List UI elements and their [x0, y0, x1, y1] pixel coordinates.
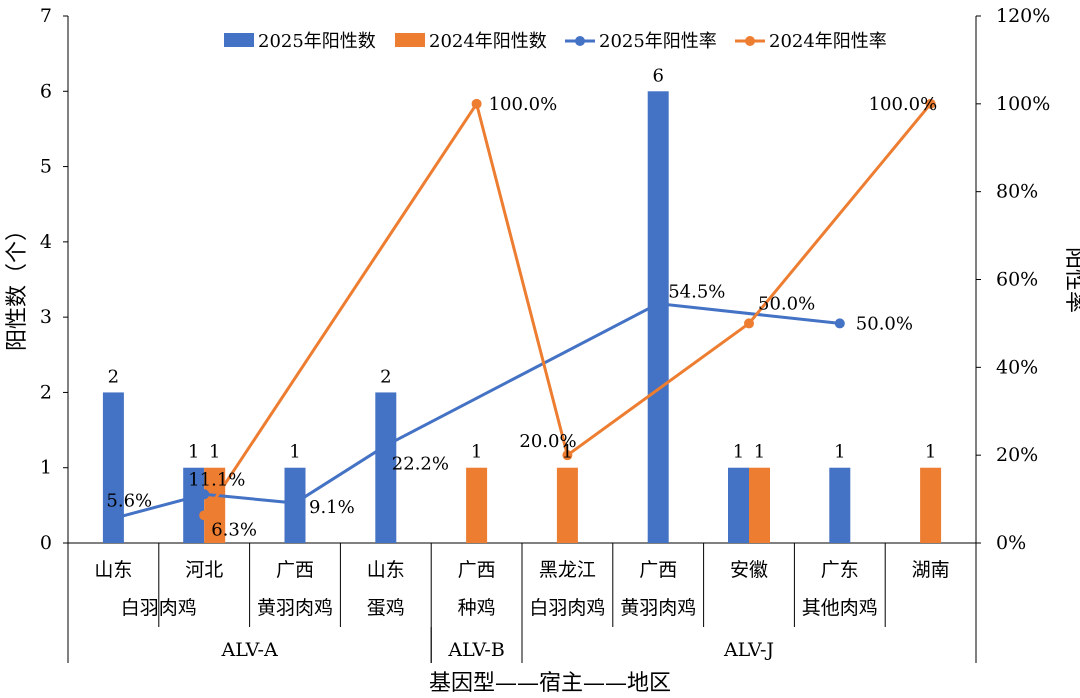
- y2-tick-label: 80%: [996, 181, 1038, 203]
- y2-tick-label: 0%: [996, 532, 1026, 554]
- bar-data-label: 1: [925, 442, 936, 463]
- y-tick-label: 0: [40, 532, 52, 554]
- bar: [749, 467, 770, 543]
- bar: [183, 467, 205, 543]
- x-host-label: 黄羽肉鸡: [257, 597, 333, 619]
- y2-tick-label: 20%: [996, 444, 1038, 466]
- bar-data-label: 1: [471, 442, 482, 463]
- x-category-label: 湖南: [912, 559, 950, 581]
- bar: [556, 467, 578, 543]
- x-genotype-label: ALV-B: [447, 639, 504, 661]
- y2-tick-label: 60%: [996, 269, 1038, 291]
- bars: [102, 91, 942, 544]
- line-point: [925, 98, 936, 109]
- bar: [728, 467, 749, 543]
- line-data-label: 50.0%: [758, 293, 815, 314]
- line-data-label: 9.1%: [309, 497, 355, 518]
- line-data-label: 100.0%: [489, 94, 558, 115]
- legend-marker: [745, 36, 755, 46]
- legend-label: 2025年阳性率: [599, 31, 717, 52]
- line-data-label: 54.5%: [668, 282, 725, 303]
- x-category-label: 山东: [94, 559, 132, 581]
- bar-data-label: 6: [652, 65, 663, 86]
- legend-swatch: [224, 33, 254, 47]
- x-host-label: 蛋鸡: [367, 597, 405, 619]
- series-line: [113, 302, 840, 520]
- line-point: [199, 489, 210, 500]
- line-data-label: 100.0%: [869, 94, 938, 115]
- x-category-label: 广西: [639, 559, 677, 581]
- legend-marker: [575, 36, 585, 46]
- bar: [829, 467, 851, 543]
- x-genotype-label: ALV-J: [723, 639, 774, 661]
- bar-data-label: 1: [289, 442, 300, 463]
- bar: [375, 392, 397, 543]
- legend-label: 2025年阳性数: [258, 31, 376, 52]
- line-point: [290, 498, 300, 509]
- x-category-label: 安徽: [730, 559, 768, 581]
- x-category-label: 河北: [185, 559, 223, 581]
- bar: [204, 467, 226, 543]
- x-category-label: 广西: [458, 559, 496, 581]
- bar-data-label: 1: [209, 442, 220, 463]
- x-host-label: 白羽肉鸡: [529, 597, 605, 619]
- bar: [920, 467, 942, 543]
- y2-tick-label: 100%: [996, 93, 1050, 115]
- y2-axis-title: 阳性率: [1062, 247, 1080, 313]
- line-point: [744, 318, 754, 329]
- x-host-label: 种鸡: [458, 597, 496, 619]
- bar-data-label: 1: [562, 442, 573, 463]
- legend-label: 2024年阳性率: [769, 31, 887, 52]
- y-tick-label: 2: [40, 381, 52, 403]
- line-data-label: 5.6%: [106, 490, 152, 511]
- bar: [102, 392, 124, 543]
- line-point: [108, 513, 119, 524]
- x-category-label: 黑龙江: [539, 559, 596, 581]
- y-tick-label: 6: [40, 80, 52, 102]
- line-point: [653, 298, 664, 309]
- legend-label: 2024年阳性数: [429, 31, 547, 52]
- y-tick-label: 1: [40, 457, 52, 479]
- bar: [647, 91, 669, 544]
- y-tick-label: 3: [40, 306, 52, 328]
- bar: [466, 467, 488, 543]
- line-data-label: 20.0%: [519, 431, 576, 452]
- y2-tick-label: 120%: [996, 5, 1050, 27]
- x-genotype-label: ALV-A: [220, 639, 277, 661]
- y-axis-title: 阳性数（个）: [5, 219, 30, 351]
- y-tick-label: 4: [40, 231, 52, 253]
- x-category-label: 广西: [276, 559, 314, 581]
- bar-data-label: 1: [754, 442, 765, 463]
- line-data-label: 11.1%: [188, 469, 245, 490]
- line-point: [471, 98, 482, 109]
- line-point: [199, 510, 210, 521]
- y-tick-label: 5: [40, 156, 52, 178]
- lines: [108, 98, 936, 524]
- bar-data-label: 1: [733, 442, 744, 463]
- x-category-label: 广东: [821, 559, 859, 581]
- x-category-label: 山东: [367, 559, 405, 581]
- line-data-label: 50.0%: [856, 313, 913, 334]
- x-axis-title: 基因型——宿主——地区: [429, 671, 671, 696]
- line-point: [380, 440, 391, 451]
- bar-data-label: 2: [108, 366, 119, 387]
- x-host-label: 其他肉鸡: [802, 597, 878, 619]
- y2-tick-label: 40%: [996, 356, 1038, 378]
- bar-data-label: 2: [380, 366, 391, 387]
- legend-swatch: [395, 33, 425, 47]
- x-host-label: 白羽肉鸡: [121, 597, 197, 619]
- x-host-label: 黄羽肉鸡: [620, 597, 696, 619]
- bar-data-label: 1: [188, 442, 199, 463]
- line-data-label: 22.2%: [392, 454, 449, 475]
- line-data-label: 6.3%: [211, 519, 257, 540]
- line-point: [834, 318, 845, 329]
- legend: 2025年阳性数 2024年阳性数 2025年阳性率 2024年阳性率: [224, 31, 887, 52]
- line-point: [562, 450, 573, 461]
- y-tick-label: 7: [40, 5, 52, 27]
- bar-data-label: 1: [834, 442, 845, 463]
